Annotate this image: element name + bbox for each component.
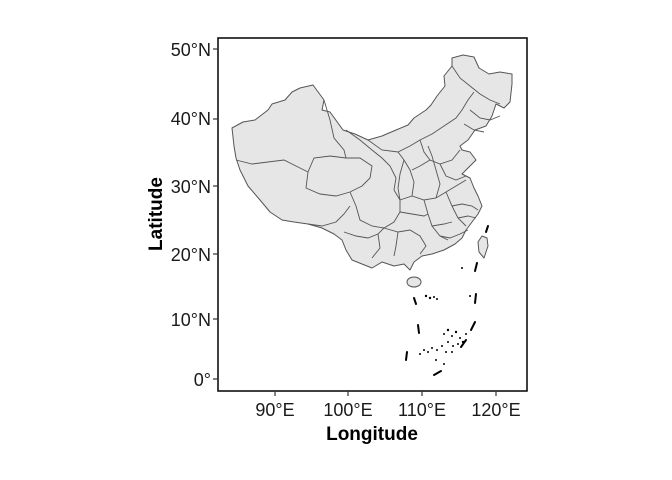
taiwan-island (477, 235, 489, 259)
dash-segment (460, 339, 467, 348)
island-dot (452, 345, 454, 347)
china-mainland (231, 54, 513, 271)
island-dot (428, 296, 432, 300)
island-dot (457, 343, 459, 345)
tick-marks (213, 48, 497, 396)
y-tick-label: 40°N (171, 109, 211, 129)
province-border-east (431, 203, 479, 239)
south-china-sea-islands (419, 267, 471, 365)
y-tick-label: 30°N (171, 177, 211, 197)
y-tick-label: 50°N (171, 40, 211, 60)
dash-segment (417, 324, 420, 334)
province-border-guizhou-guangxi (383, 227, 427, 257)
nine-dash-line (405, 225, 489, 376)
dash-segment (413, 297, 417, 305)
dash-segment (433, 370, 442, 376)
island-dot (435, 359, 437, 361)
x-tick-label: 100°E (323, 400, 372, 420)
x-tick-label: 120°E (471, 400, 520, 420)
dash-segment (485, 225, 489, 233)
island-dot (445, 351, 447, 353)
island-dot (459, 337, 461, 339)
dash-segment (474, 262, 478, 272)
island-dot (419, 353, 421, 355)
province-border-gansu (345, 129, 397, 191)
island-dot (443, 363, 445, 365)
province-border-yunnan (343, 227, 385, 259)
x-tick-label: 110°E (398, 400, 446, 420)
province-border-qinghai (305, 155, 373, 197)
island-dot (469, 295, 471, 297)
island-dot (461, 340, 465, 344)
island-dot (436, 298, 438, 300)
island-dot (427, 351, 429, 353)
y-axis-title: Latitude (146, 177, 167, 251)
island-dot (423, 349, 425, 351)
island-dot (443, 333, 445, 335)
y-tick-label: 10°N (171, 310, 211, 330)
province-border-xinjiang-xizang (235, 159, 309, 173)
province-border-north (399, 139, 467, 217)
dash-segment (405, 351, 408, 361)
island-dot (461, 267, 463, 269)
island-dot (433, 296, 435, 298)
island-dot (465, 333, 467, 335)
island-dot (451, 335, 453, 337)
hainan-island (406, 276, 422, 288)
y-tick-label: 0° (194, 370, 211, 390)
map-region (231, 54, 513, 288)
y-tick-label: 20°N (171, 245, 211, 265)
island-dot (441, 345, 443, 347)
province-border-inner-mongolia (367, 91, 475, 153)
island-dot (454, 330, 458, 334)
x-tick-label: 90°E (255, 400, 294, 420)
island-dot (451, 351, 453, 353)
dash-segment (470, 321, 476, 331)
province-border-jilin-liaoning (463, 109, 501, 133)
island-dot (447, 341, 449, 343)
province-border-xizang-yunnan (307, 205, 351, 227)
island-dot (436, 349, 438, 351)
plot-panel-border (217, 37, 528, 392)
dash-segment (474, 293, 477, 304)
province-border-heilongjiang (451, 65, 501, 105)
island-dot (446, 328, 450, 332)
province-border-shaanxi (397, 159, 405, 201)
x-axis-title: Longitude (326, 424, 418, 445)
island-dot (431, 347, 433, 349)
province-border-xinjiang-gansu (323, 99, 347, 159)
island-dot (424, 294, 428, 298)
